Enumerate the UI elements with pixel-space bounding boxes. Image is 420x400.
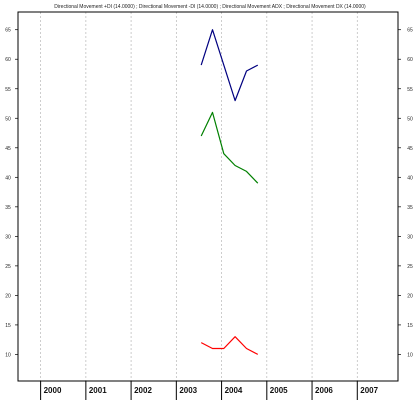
y-tick-label-left-20: 20 <box>5 293 11 299</box>
y-tick-label-left-10: 10 <box>5 352 11 358</box>
y-tick-label-left-55: 55 <box>5 87 11 93</box>
y-tick-label-right-35: 35 <box>407 205 413 211</box>
y-tick-label-right-25: 25 <box>407 264 413 270</box>
chart-title: Directional Movement +DI (14.0000) ; Dir… <box>54 4 366 10</box>
y-tick-label-right-10: 10 <box>407 352 413 358</box>
series-line-2 <box>200 336 259 355</box>
y-tick-label-left-25: 25 <box>5 264 11 270</box>
y-tick-label-right-40: 40 <box>407 175 413 181</box>
x-tick-label-2001: 2001 <box>89 386 107 395</box>
x-axis-band <box>18 381 398 400</box>
y-tick-label-right-15: 15 <box>407 323 413 329</box>
x-axis: 2000 2001 2002 2003 2004 2005 2006 2007 <box>18 380 398 400</box>
x-tick-label-2004: 2004 <box>225 386 243 395</box>
x-tick-label-2006: 2006 <box>315 386 333 395</box>
y-tick-label-right-55: 55 <box>407 87 413 93</box>
x-tick-label-2000: 2000 <box>44 386 62 395</box>
x-tick-label-2007: 2007 <box>360 386 378 395</box>
y-tick-label-right-20: 20 <box>407 293 413 299</box>
series-group <box>200 29 259 355</box>
y-tick-label-left-65: 65 <box>5 28 11 34</box>
y-tick-label-left-40: 40 <box>5 175 11 181</box>
x-tick-label-2005: 2005 <box>270 386 288 395</box>
y-tick-label-right-60: 60 <box>407 57 413 63</box>
x-tick-label-2003: 2003 <box>179 386 197 395</box>
y-tick-label-right-50: 50 <box>407 116 413 122</box>
y-tick-label-left-50: 50 <box>5 116 11 122</box>
y-tick-label-left-35: 35 <box>5 205 11 211</box>
series-line-0 <box>200 29 259 102</box>
y-tick-label-right-45: 45 <box>407 146 413 152</box>
y-tick-label-left-30: 30 <box>5 234 11 240</box>
y-tick-label-left-60: 60 <box>5 57 11 63</box>
series-line-1 <box>200 111 259 184</box>
x-tick-label-2002: 2002 <box>134 386 152 395</box>
y-axis-right: 10 15 20 25 30 35 40 45 50 55 60 65 <box>398 28 413 358</box>
vertical-gridlines <box>40 12 358 381</box>
y-tick-label-right-65: 65 <box>407 28 413 34</box>
y-tick-label-left-15: 15 <box>5 323 11 329</box>
y-tick-label-right-30: 30 <box>407 234 413 240</box>
y-axis-left: 10 15 20 25 30 35 40 45 50 55 60 65 <box>5 28 18 358</box>
y-tick-label-left-45: 45 <box>5 146 11 152</box>
